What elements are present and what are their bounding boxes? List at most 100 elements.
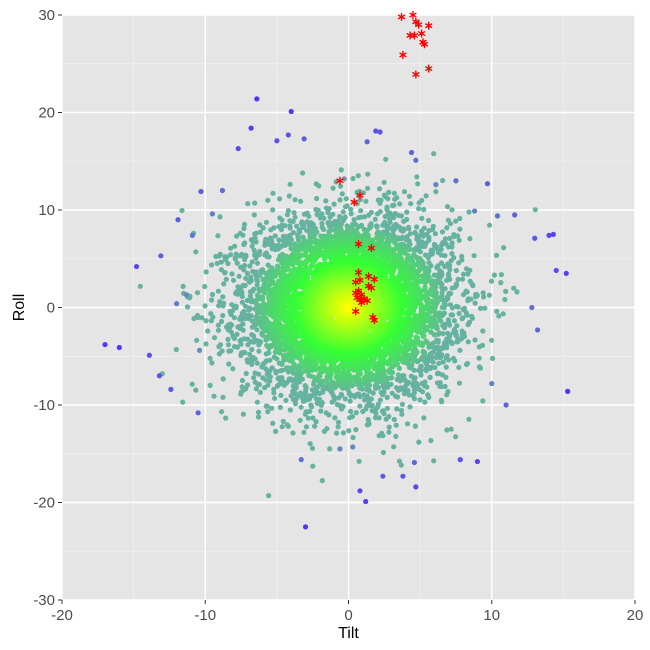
cloud-point: [280, 418, 286, 424]
cloud-point: [390, 228, 396, 234]
cloud-point: [386, 413, 392, 420]
cloud-point: [290, 262, 296, 268]
cloud-point: [440, 323, 446, 329]
cloud-point: [223, 415, 229, 421]
cloud-point: [450, 355, 457, 361]
cloud-point: [319, 478, 325, 484]
cloud-point: [383, 156, 389, 162]
cloud-point: [302, 393, 308, 400]
cloud-point: [459, 316, 465, 322]
cloud-point: [397, 201, 403, 207]
cloud-point: [460, 292, 467, 298]
cloud-point: [432, 244, 438, 250]
cloud-point: [287, 407, 293, 413]
cloud-point: [419, 354, 425, 360]
cloud-point: [316, 396, 323, 402]
cloud-point: [312, 423, 318, 429]
cloud-point: [416, 200, 422, 206]
cloud-point: [228, 329, 235, 335]
cloud-point: [358, 208, 364, 214]
cloud-point: [203, 341, 209, 347]
cloud-point: [444, 427, 450, 433]
cloud-point: [214, 260, 220, 266]
cloud-point: [456, 380, 463, 386]
cloud-point: [465, 298, 471, 304]
cloud-point: [377, 397, 383, 403]
cloud-point: [284, 212, 290, 218]
cloud-point: [232, 256, 238, 262]
cloud-point: [420, 233, 426, 239]
cloud-point: [402, 377, 408, 383]
cloud-point: [416, 240, 422, 246]
cloud-point: [447, 235, 453, 241]
cloud-point: [380, 222, 386, 228]
cloud-point: [340, 430, 347, 436]
cloud-point: [439, 229, 446, 235]
cloud-point: [396, 365, 402, 371]
cloud-point: [386, 424, 392, 430]
cloud-point: [416, 206, 422, 212]
cloud-point: [220, 294, 226, 300]
cloud-point: [221, 300, 227, 306]
cloud-point: [225, 342, 232, 348]
cloud-point: [299, 376, 305, 382]
cloud-point: [255, 414, 262, 420]
cloud-point: [434, 371, 441, 377]
cloud-point: [333, 179, 339, 185]
cloud-point: [407, 404, 413, 410]
cloud-point: [256, 371, 262, 377]
cloud-point: [413, 334, 419, 340]
cloud-point: [381, 179, 387, 185]
cloud-point: [257, 222, 263, 228]
cloud-point: [300, 359, 307, 365]
cloud-point: [202, 283, 208, 290]
cloud-point: [292, 401, 299, 407]
cloud-point: [351, 217, 357, 223]
cloud-point: [477, 305, 484, 311]
cloud-point: [248, 313, 254, 319]
cloud-point: [380, 449, 386, 456]
cloud-point: [399, 401, 405, 407]
cloud-point: [403, 237, 410, 243]
cloud-point: [342, 204, 349, 210]
cloud-point: [412, 423, 418, 429]
cloud-point: [349, 413, 356, 420]
cloud-point: [307, 408, 313, 414]
cloud-point: [338, 391, 344, 397]
cloud-point: [427, 351, 433, 357]
cloud-point: [254, 282, 260, 288]
cloud-point: [209, 291, 216, 298]
cloud-point: [439, 285, 445, 291]
cloud-point: [242, 256, 248, 263]
cloud-point: [297, 390, 303, 396]
cloud-point: [265, 197, 271, 203]
cloud-point: [457, 347, 463, 353]
cloud-point: [207, 355, 213, 361]
cloud-point: [356, 215, 362, 221]
cloud-point: [488, 278, 495, 284]
cloud-point: [221, 281, 227, 287]
cloud-point: [219, 348, 225, 354]
cloud-point: [217, 214, 223, 220]
cloud-point: [258, 339, 264, 345]
cloud-point: [290, 218, 296, 225]
cloud-point: [372, 216, 378, 222]
cloud-point: [400, 373, 406, 379]
cloud-point: [270, 190, 276, 196]
cloud-point: [239, 377, 246, 384]
cloud-point: [410, 381, 416, 387]
cloud-point: [234, 233, 240, 239]
cloud-point: [263, 366, 269, 372]
cloud-point: [408, 373, 414, 379]
cloud-point: [432, 231, 438, 237]
cloud-point: [332, 415, 338, 421]
cloud-point: [226, 361, 232, 367]
cloud-point: [498, 280, 504, 286]
cloud-point: [195, 314, 201, 321]
cloud-point: [194, 290, 201, 296]
cloud-point: [256, 382, 262, 388]
cloud-point: [267, 378, 273, 384]
cloud-point: [277, 196, 283, 202]
cloud-point: [307, 441, 313, 447]
cloud-point: [299, 246, 305, 252]
